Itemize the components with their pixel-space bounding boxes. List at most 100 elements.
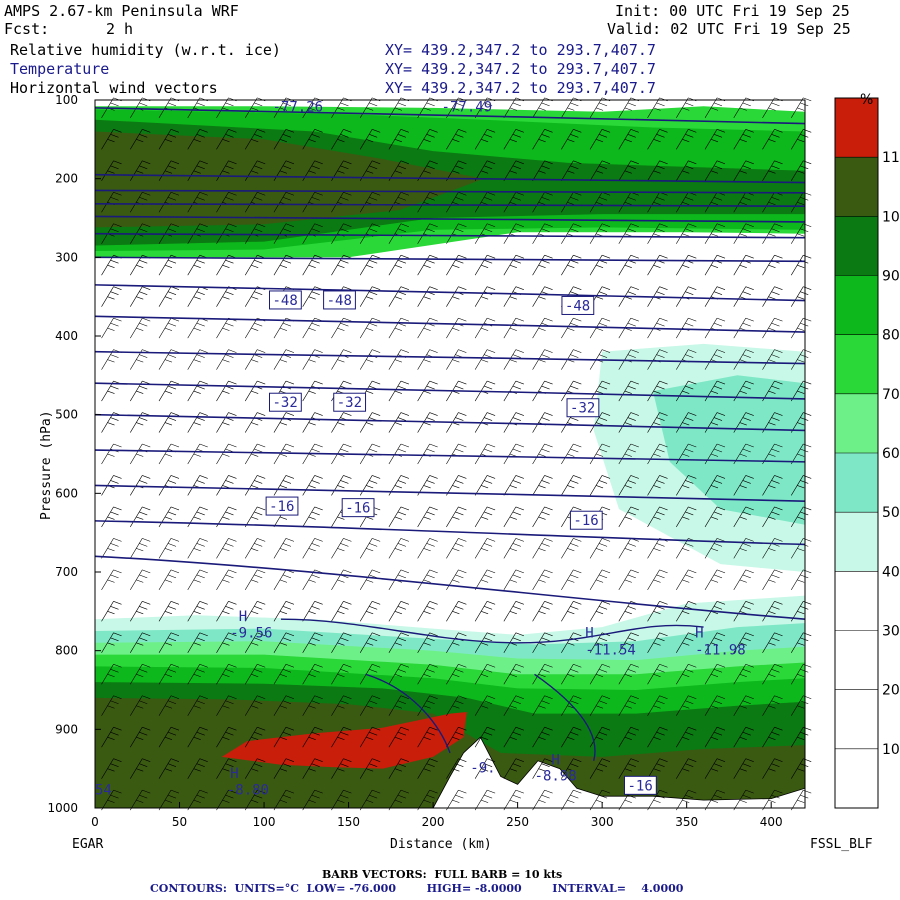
wind-barb — [704, 286, 726, 307]
contour-label: -32 — [273, 395, 298, 411]
wind-barb — [733, 97, 754, 119]
wind-barb — [618, 475, 639, 496]
wind-barb — [589, 475, 611, 496]
wind-barb — [273, 254, 295, 276]
wind-barb — [302, 475, 323, 496]
wind-barb — [130, 443, 151, 465]
extrema-labels: H-9.56 H-11.54H-11.98H-8.80H-8.98-9.54 — [95, 609, 746, 799]
wind-barb — [417, 506, 438, 528]
wind-barb — [561, 726, 582, 748]
wind-barb — [417, 191, 438, 213]
wind-barb — [676, 601, 697, 622]
wind-barb — [704, 97, 726, 119]
wind-barb — [704, 758, 726, 779]
isotherm-line — [94, 520, 806, 546]
wind-barb — [762, 129, 783, 150]
wind-barb — [503, 380, 524, 402]
wind-barb — [446, 475, 467, 496]
wind-barb — [446, 97, 467, 119]
wind-barb — [561, 695, 582, 716]
wind-barb — [244, 317, 266, 339]
wind-barb — [101, 569, 122, 591]
wind-barb — [244, 349, 266, 370]
x-tick-label: 150 — [337, 815, 360, 829]
wind-barb — [417, 632, 438, 653]
wind-barb — [532, 223, 553, 244]
wind-barb — [676, 663, 697, 685]
x-axis-title: Distance (km) — [390, 837, 492, 852]
wind-barb — [101, 317, 122, 339]
wind-barb — [474, 601, 496, 622]
wind-barb — [216, 475, 237, 496]
wind-barb — [790, 726, 812, 748]
wind-barb — [273, 569, 295, 591]
wind-barb — [302, 726, 323, 748]
isotherm-line — [94, 232, 806, 239]
wind-barb — [130, 569, 151, 591]
wind-barb — [446, 443, 467, 465]
wind-barb — [446, 349, 467, 370]
wind-barb — [446, 191, 467, 213]
wind-barb — [101, 349, 122, 370]
wind-barb — [302, 538, 323, 559]
wind-barb — [503, 569, 524, 591]
wind-barb — [790, 97, 812, 119]
wind-barb — [302, 506, 323, 528]
wind-barb — [302, 317, 323, 339]
wind-barb — [130, 349, 151, 370]
wind-barb — [446, 506, 467, 528]
wind-barb — [359, 569, 381, 591]
wind-barb — [647, 726, 668, 748]
wind-barb — [647, 475, 668, 496]
wind-barb — [273, 443, 295, 465]
wind-barb — [388, 726, 410, 748]
wind-barb — [187, 317, 208, 339]
wind-barb — [273, 380, 295, 402]
wind-barb — [216, 758, 237, 779]
colorbar-label: 100 — [882, 209, 900, 225]
wind-barb — [359, 254, 381, 276]
high-marker: H — [585, 625, 593, 641]
wind-barb — [474, 632, 496, 653]
wind-barb — [676, 380, 697, 402]
wind-barb — [216, 254, 237, 276]
wind-barb — [244, 569, 266, 591]
wind-barb — [733, 160, 754, 181]
colorbar-cell — [835, 748, 878, 808]
wind-barb — [474, 789, 496, 811]
wind-barb — [216, 789, 237, 811]
wind-barb — [158, 506, 180, 528]
wind-barb — [158, 349, 180, 370]
wind-barb — [417, 758, 438, 779]
wind-barb — [790, 601, 812, 622]
x-tick-label: 350 — [675, 815, 698, 829]
wind-barb — [359, 160, 381, 181]
wind-barb — [589, 726, 611, 748]
wind-barb — [158, 412, 180, 433]
terrain-polygon — [432, 736, 806, 809]
wind-barb — [331, 223, 352, 244]
field-temp-xy: XY= 439.2,347.2 to 293.7,407.7 — [385, 60, 656, 78]
wind-barb — [130, 538, 151, 559]
wind-barb — [331, 191, 352, 213]
wind-barb — [302, 380, 323, 402]
wind-barb — [762, 160, 783, 181]
wind-barb — [331, 254, 352, 276]
isotherm-line — [94, 413, 806, 432]
wind-barb — [704, 569, 726, 591]
contour-label: -77.49 — [442, 99, 493, 115]
wind-barb — [503, 412, 524, 433]
wind-barb — [532, 412, 553, 433]
wind-barb — [561, 160, 582, 181]
wind-barb — [130, 758, 151, 779]
y-axis-title: Pressure (hPa) — [39, 410, 54, 520]
wind-barb — [589, 443, 611, 465]
wind-barb — [388, 443, 410, 465]
wind-barb — [647, 349, 668, 370]
wind-barb — [331, 758, 352, 779]
wind-barb — [244, 286, 266, 307]
wind-barb — [446, 758, 467, 779]
wind-barb — [676, 695, 697, 716]
wind-barb — [187, 789, 208, 811]
wind-barb — [532, 601, 553, 622]
